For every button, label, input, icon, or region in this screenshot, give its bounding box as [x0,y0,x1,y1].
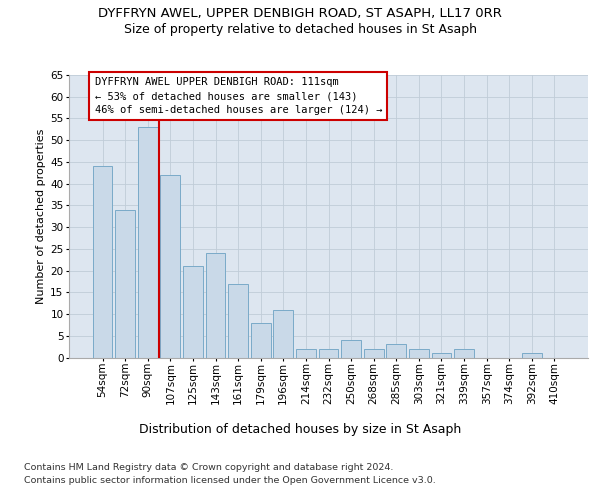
Bar [251,322,271,358]
Y-axis label: Number of detached properties: Number of detached properties [36,128,46,304]
Bar [431,353,451,358]
Bar [160,175,180,358]
Bar [319,349,338,358]
Bar [274,310,293,358]
Bar [206,253,226,358]
Bar [409,349,429,358]
Bar [386,344,406,358]
Text: Contains public sector information licensed under the Open Government Licence v3: Contains public sector information licen… [24,476,436,485]
Bar [296,349,316,358]
Text: DYFFRYN AWEL, UPPER DENBIGH ROAD, ST ASAPH, LL17 0RR: DYFFRYN AWEL, UPPER DENBIGH ROAD, ST ASA… [98,8,502,20]
Bar [92,166,112,358]
Bar [364,349,383,358]
Text: Size of property relative to detached houses in St Asaph: Size of property relative to detached ho… [124,22,476,36]
Text: Distribution of detached houses by size in St Asaph: Distribution of detached houses by size … [139,422,461,436]
Text: Contains HM Land Registry data © Crown copyright and database right 2024.: Contains HM Land Registry data © Crown c… [24,462,394,471]
Bar [138,127,158,358]
Text: DYFFRYN AWEL UPPER DENBIGH ROAD: 111sqm
← 53% of detached houses are smaller (14: DYFFRYN AWEL UPPER DENBIGH ROAD: 111sqm … [95,77,382,115]
Bar [341,340,361,357]
Bar [454,349,474,358]
Bar [522,353,542,358]
Bar [115,210,135,358]
Bar [228,284,248,358]
Bar [183,266,203,358]
